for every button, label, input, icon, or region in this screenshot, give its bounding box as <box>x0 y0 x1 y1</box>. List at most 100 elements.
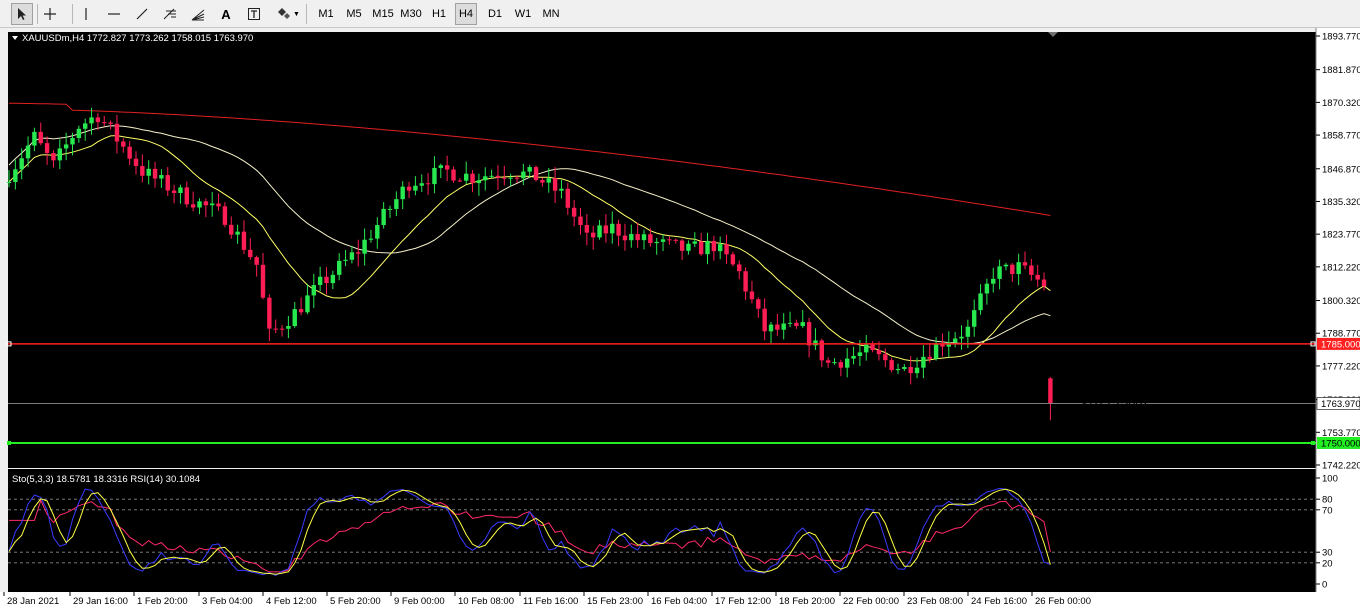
candle-body[interactable] <box>133 158 139 166</box>
text-label-tool-button[interactable] <box>243 3 265 25</box>
candle-body[interactable] <box>502 177 507 179</box>
candle-body[interactable] <box>1035 274 1040 280</box>
candle-body[interactable] <box>140 165 145 176</box>
candle-body[interactable] <box>902 367 907 370</box>
candle-body[interactable] <box>483 176 488 181</box>
candle-body[interactable] <box>203 201 209 206</box>
candle-body[interactable] <box>394 199 399 209</box>
candle-body[interactable] <box>578 216 583 226</box>
candle-body[interactable] <box>571 207 577 217</box>
candle-body[interactable] <box>610 223 615 234</box>
green-level-handle[interactable] <box>1311 440 1315 445</box>
candle-body[interactable] <box>260 264 266 298</box>
fibonacci-fan-tool-button[interactable] <box>187 3 209 25</box>
candle-body[interactable] <box>349 252 355 260</box>
red-level-handle[interactable] <box>6 341 12 347</box>
candle-body[interactable] <box>718 244 723 252</box>
red-level-handle[interactable] <box>1310 341 1316 347</box>
candle-body[interactable] <box>375 225 380 239</box>
candle-body[interactable] <box>584 225 590 233</box>
candle-body[interactable] <box>927 356 932 359</box>
candle-body[interactable] <box>419 183 424 186</box>
candle-body[interactable] <box>51 153 56 161</box>
timeframe-w1-button[interactable]: W1 <box>514 8 532 20</box>
candle-body[interactable] <box>19 158 24 170</box>
candle-body[interactable] <box>298 309 304 313</box>
candle-body[interactable] <box>933 343 939 359</box>
candle-body[interactable] <box>324 276 329 284</box>
candle-body[interactable] <box>546 178 551 183</box>
candle-body[interactable] <box>813 340 818 346</box>
candle-body[interactable] <box>337 260 342 275</box>
candle-body[interactable] <box>908 367 913 374</box>
candle-body[interactable] <box>381 208 386 226</box>
candle-body[interactable] <box>1048 378 1053 404</box>
timeframe-d1-button[interactable]: D1 <box>487 8 503 20</box>
candle-body[interactable] <box>1016 262 1021 275</box>
candle-body[interactable] <box>629 234 634 241</box>
candle-body[interactable] <box>184 187 189 205</box>
candle-body[interactable] <box>686 243 691 251</box>
candle-body[interactable] <box>292 309 297 327</box>
candle-body[interactable] <box>800 322 805 327</box>
candle-body[interactable] <box>756 299 761 309</box>
candle-body[interactable] <box>356 252 361 254</box>
timeframe-mn-button[interactable]: MN <box>542 8 560 20</box>
candle-body[interactable] <box>540 180 545 183</box>
candle-body[interactable] <box>165 175 170 191</box>
candle-body[interactable] <box>737 264 742 272</box>
candle-body[interactable] <box>95 117 101 123</box>
candle-body[interactable] <box>559 188 564 191</box>
candle-body[interactable] <box>470 173 475 184</box>
candle-body[interactable] <box>895 369 901 371</box>
candle-body[interactable] <box>210 203 215 206</box>
candle-body[interactable] <box>438 165 443 168</box>
candle-body[interactable] <box>127 146 132 159</box>
candle-body[interactable] <box>616 223 621 236</box>
vertical-line-tool-button[interactable] <box>75 3 97 25</box>
candle-body[interactable] <box>216 203 221 207</box>
candle-body[interactable] <box>108 122 113 124</box>
candle-body[interactable] <box>597 225 602 238</box>
shapes-tool-button[interactable]: ▼ <box>273 3 303 25</box>
candle-body[interactable] <box>25 145 31 159</box>
candle-body[interactable] <box>305 295 310 313</box>
candle-body[interactable] <box>552 178 558 191</box>
candle-body[interactable] <box>622 235 628 241</box>
candle-body[interactable] <box>1029 265 1034 275</box>
candle-body[interactable] <box>121 141 126 147</box>
candle-body[interactable] <box>197 201 202 208</box>
candle-body[interactable] <box>603 225 609 234</box>
candle-body[interactable] <box>476 180 482 184</box>
candle-body[interactable] <box>432 167 437 185</box>
timeframe-m30-button[interactable]: M30 <box>400 8 422 20</box>
candle-body[interactable] <box>152 168 158 179</box>
candle-body[interactable] <box>965 326 971 337</box>
candle-body[interactable] <box>159 175 164 179</box>
main-chart-pane[interactable] <box>8 32 1316 468</box>
candle-body[interactable] <box>870 344 875 351</box>
candle-body[interactable] <box>762 308 767 332</box>
horizontal-line-tool-button[interactable] <box>103 3 125 25</box>
candle-body[interactable] <box>514 177 520 179</box>
candle-body[interactable] <box>635 234 640 241</box>
candle-body[interactable] <box>190 204 196 208</box>
candle-body[interactable] <box>787 322 793 324</box>
candle-body[interactable] <box>978 293 983 311</box>
candle-body[interactable] <box>883 354 888 361</box>
candle-body[interactable] <box>464 173 469 181</box>
fibonacci-tool-button[interactable] <box>159 3 181 25</box>
candle-body[interactable] <box>146 168 151 176</box>
candle-body[interactable] <box>254 257 259 265</box>
candle-body[interactable] <box>648 234 653 244</box>
candle-body[interactable] <box>565 188 570 208</box>
candle-body[interactable] <box>864 344 869 353</box>
candle-body[interactable] <box>991 278 996 284</box>
candle-body[interactable] <box>273 328 278 330</box>
candle-body[interactable] <box>1003 264 1009 267</box>
text-tool-button[interactable]: A <box>215 3 237 25</box>
candle-body[interactable] <box>781 323 786 330</box>
candle-body[interactable] <box>368 238 374 240</box>
candle-body[interactable] <box>1022 262 1028 266</box>
candle-body[interactable] <box>819 340 824 361</box>
